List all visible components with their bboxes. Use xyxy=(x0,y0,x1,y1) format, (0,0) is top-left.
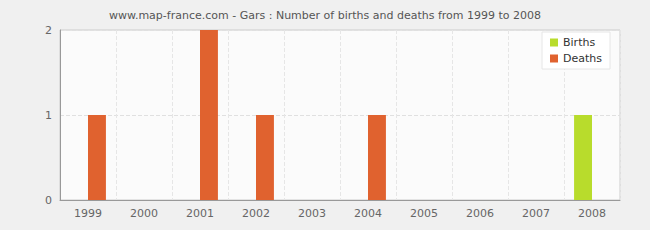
svg-text:2000: 2000 xyxy=(130,207,158,220)
svg-text:Births: Births xyxy=(563,36,595,49)
svg-text:2008: 2008 xyxy=(578,207,606,220)
svg-text:2007: 2007 xyxy=(522,207,550,220)
svg-text:2005: 2005 xyxy=(410,207,438,220)
svg-text:2003: 2003 xyxy=(298,207,326,220)
svg-text:2: 2 xyxy=(45,24,52,37)
svg-text:www.map-france.com - Gars : Nu: www.map-france.com - Gars : Number of bi… xyxy=(109,9,541,22)
svg-text:2001: 2001 xyxy=(186,207,214,220)
svg-text:2002: 2002 xyxy=(242,207,270,220)
svg-text:1: 1 xyxy=(45,109,52,122)
svg-text:0: 0 xyxy=(45,194,52,207)
svg-text:2004: 2004 xyxy=(354,207,382,220)
svg-text:2006: 2006 xyxy=(466,207,494,220)
svg-text:Deaths: Deaths xyxy=(563,52,602,65)
svg-text:1999: 1999 xyxy=(74,207,102,220)
